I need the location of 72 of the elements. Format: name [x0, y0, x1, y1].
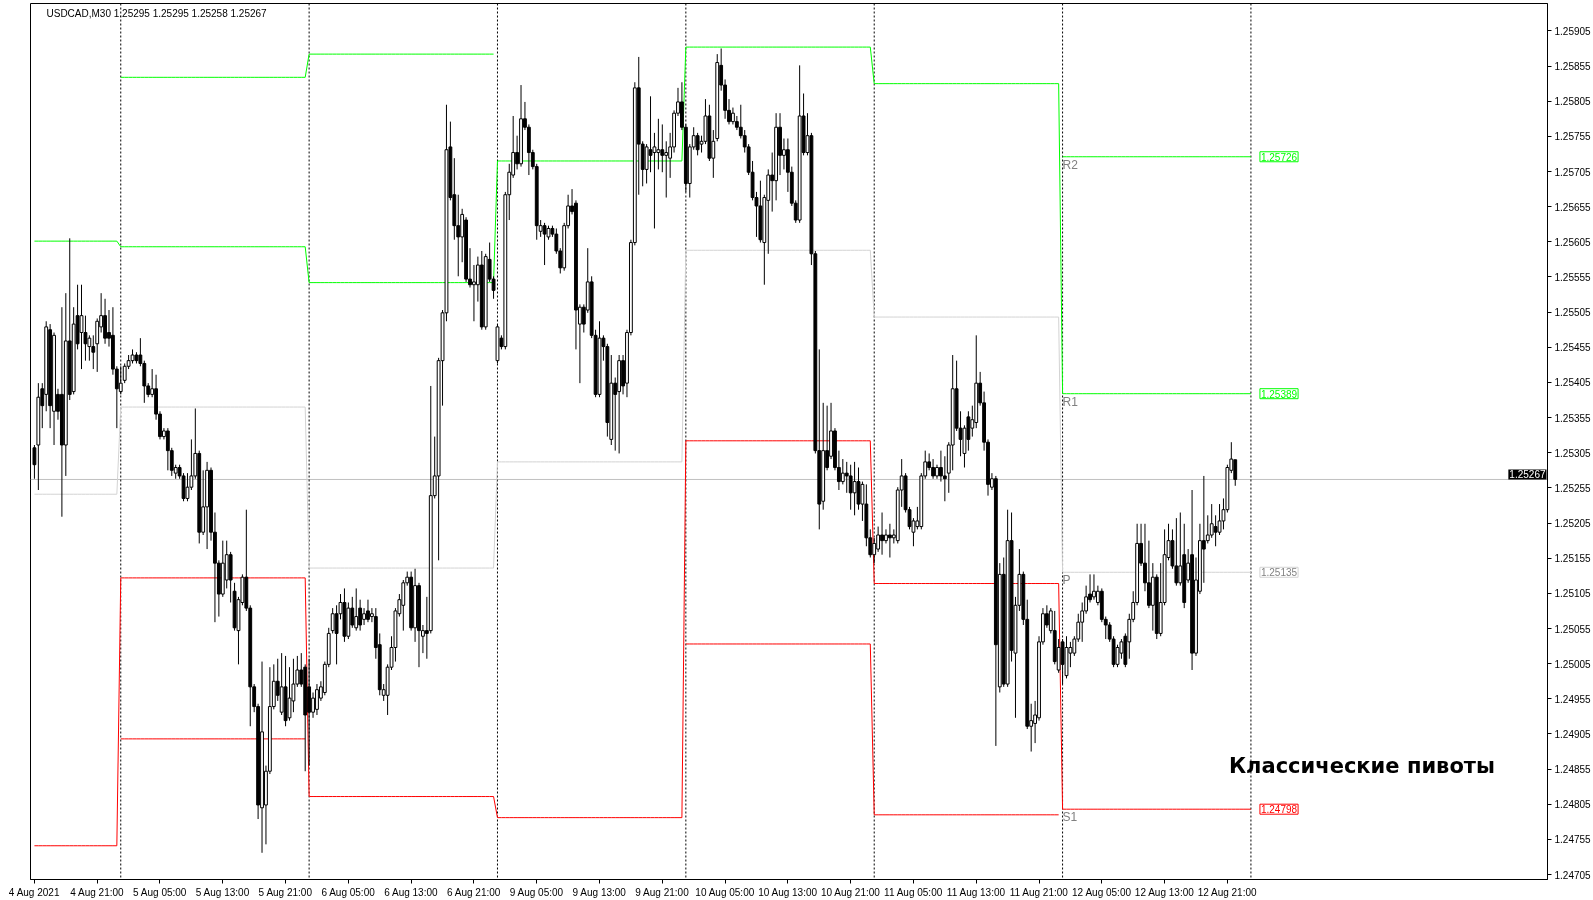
candlestick — [664, 140, 669, 199]
candlestick — [660, 123, 665, 173]
x-tick-label: 11 Aug 13:00 — [946, 886, 1006, 898]
x-tick-label: 10 Aug 21:00 — [820, 886, 881, 898]
y-tick-label: 1.25255 — [1554, 482, 1592, 494]
x-tick-label: 10 Aug 13:00 — [758, 886, 818, 898]
candlestick — [330, 607, 335, 634]
y-tick-label: 1.25555 — [1554, 271, 1592, 283]
y-tick-label: 1.24855 — [1554, 764, 1592, 776]
x-tick-label: 4 Aug 2021 — [8, 886, 60, 898]
candlestick — [880, 512, 884, 556]
x-tick-label: 11 Aug 05:00 — [884, 886, 943, 898]
x-tick-label: 5 Aug 05:00 — [133, 886, 187, 898]
candlestick — [366, 599, 370, 623]
x-tick-label: 5 Aug 13:00 — [195, 886, 250, 898]
y-tick-label: 1.25205 — [1554, 518, 1592, 530]
series-label: R2 — [1062, 157, 1079, 172]
y-tick-label: 1.25455 — [1554, 342, 1592, 354]
y-tick-label: 1.25605 — [1554, 236, 1592, 248]
y-tick-label: 1.25005 — [1554, 658, 1592, 670]
y-tick-label: 1.25655 — [1554, 201, 1592, 213]
candlestick — [1092, 573, 1096, 601]
candlestick — [362, 607, 366, 626]
chart-title: USDCAD,M30 1.25295 1.25295 1.25258 1.25267 — [46, 7, 268, 19]
x-tick-label: 5 Aug 21:00 — [258, 886, 313, 898]
y-tick-label: 1.24955 — [1554, 693, 1592, 705]
x-tick-label: 6 Aug 05:00 — [321, 886, 376, 898]
y-tick-label: 1.25505 — [1554, 307, 1592, 319]
x-tick-label: 6 Aug 13:00 — [384, 886, 438, 898]
series-label: R1 — [1062, 394, 1079, 409]
x-tick-label: 9 Aug 21:00 — [635, 886, 690, 898]
y-tick-label: 1.24755 — [1554, 834, 1592, 846]
data-label: 1.24798 — [1260, 804, 1298, 816]
candlestick — [472, 264, 476, 322]
data-label: 1.25726 — [1260, 151, 1298, 163]
candlestick — [695, 132, 700, 156]
y-tick-label: 1.25105 — [1554, 588, 1592, 600]
x-tick-label: 12 Aug 21:00 — [1197, 886, 1258, 898]
series-label: P — [1062, 573, 1071, 588]
y-tick-label: 1.25805 — [1554, 96, 1592, 108]
candlestick — [1174, 517, 1179, 587]
x-tick-label: 9 Aug 05:00 — [509, 886, 564, 898]
y-tick-label: 1.24705 — [1554, 869, 1592, 881]
x-tick-label: 12 Aug 05:00 — [1072, 886, 1132, 898]
x-tick-label: 9 Aug 13:00 — [572, 886, 627, 898]
candlestick — [656, 118, 661, 170]
y-tick-label: 1.25055 — [1554, 623, 1592, 635]
x-tick-label: 11 Aug 21:00 — [1009, 886, 1069, 898]
annotation: Классические пивоты — [1228, 754, 1495, 779]
y-tick-label: 1.25755 — [1554, 131, 1592, 143]
y-tick-label: 1.24905 — [1554, 728, 1592, 740]
data-label: 1.25389 — [1260, 388, 1298, 400]
y-tick-label: 1.25855 — [1554, 61, 1592, 73]
candlestick — [401, 579, 406, 632]
y-tick-label: 1.25155 — [1554, 553, 1592, 565]
y-tick-label: 1.25705 — [1554, 166, 1592, 178]
y-tick-label: 1.24805 — [1554, 799, 1592, 811]
x-tick-label: 10 Aug 05:00 — [695, 886, 755, 898]
x-tick-label: 6 Aug 21:00 — [446, 886, 501, 898]
data-label: 1.25135 — [1260, 567, 1298, 579]
ref-line-label: 1.25267 — [1509, 469, 1546, 481]
y-tick-label: 1.25405 — [1554, 377, 1592, 389]
x-tick-label: 4 Aug 21:00 — [70, 886, 125, 898]
y-tick-label: 1.25905 — [1554, 25, 1592, 37]
candlestick — [315, 683, 319, 716]
y-tick-label: 1.25355 — [1554, 412, 1592, 424]
candlestick — [354, 587, 359, 632]
candlestick — [848, 464, 853, 511]
candlestick — [887, 523, 892, 558]
y-tick-label: 1.25305 — [1554, 447, 1592, 459]
x-tick-label: 12 Aug 13:00 — [1134, 886, 1195, 898]
series-label: S1 — [1062, 810, 1078, 825]
